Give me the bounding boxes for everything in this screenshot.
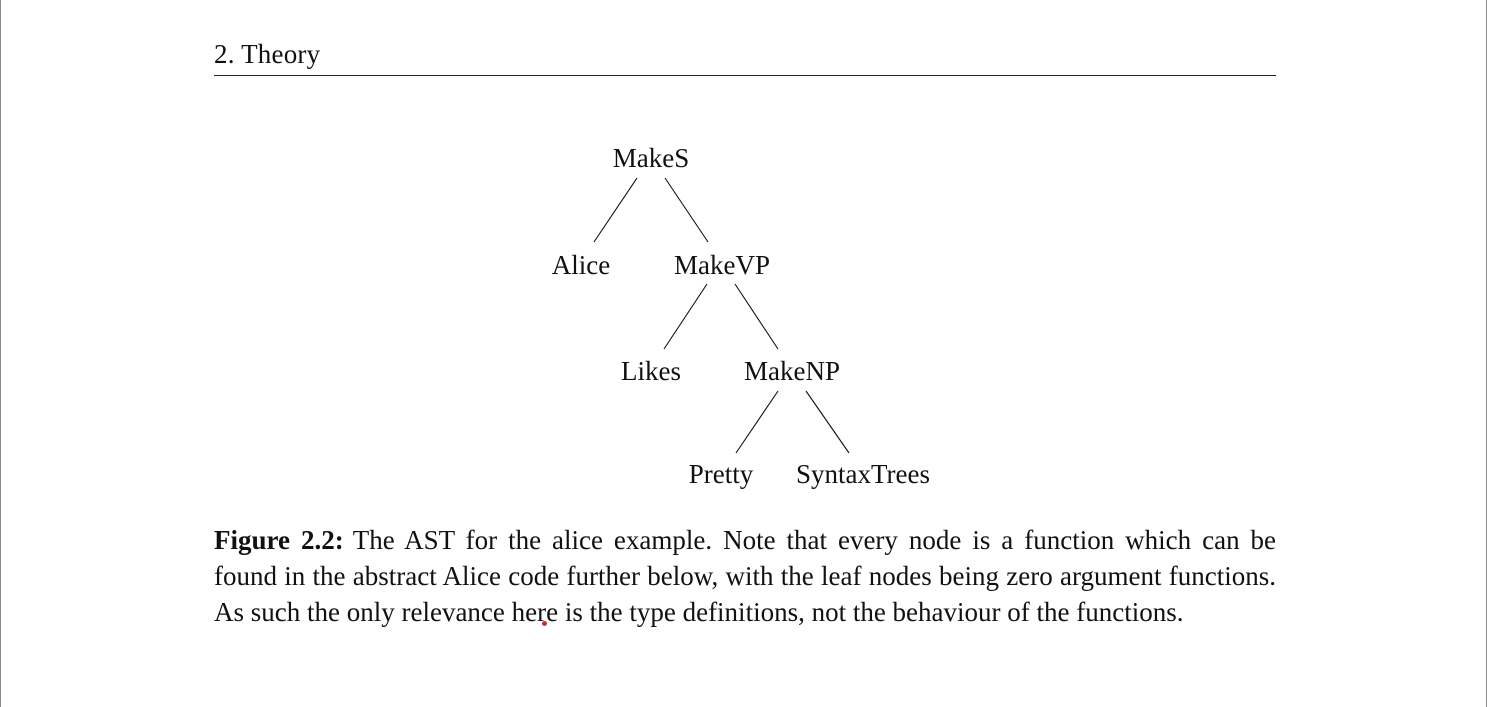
node-makenp: MakeNP [744,356,840,386]
edge-makes-alice [593,177,638,243]
edge-makevp-makenp [734,283,779,350]
node-makevp: MakeVP [674,250,770,280]
section-title: 2. Theory [214,39,321,69]
node-likes: Likes [621,356,681,386]
node-makes: MakeS [613,143,690,173]
figure-caption: Figure 2.2: The AST for the alice example… [214,522,1276,630]
annotation-dot [542,621,547,626]
edge-makenp-syntaxtrees [805,390,850,454]
edge-makenp-pretty [735,390,779,454]
node-alice: Alice [552,250,610,280]
running-header: 2. Theory [214,38,1276,76]
node-syntaxtrees: SyntaxTrees [796,459,930,489]
figure-caption-text: The AST for the alice example. Note that… [214,525,1277,627]
figure-label: Figure 2.2: [214,525,344,555]
edge-makevp-likes [663,283,708,350]
node-pretty: Pretty [689,459,754,489]
edge-makes-makevp [664,177,709,243]
